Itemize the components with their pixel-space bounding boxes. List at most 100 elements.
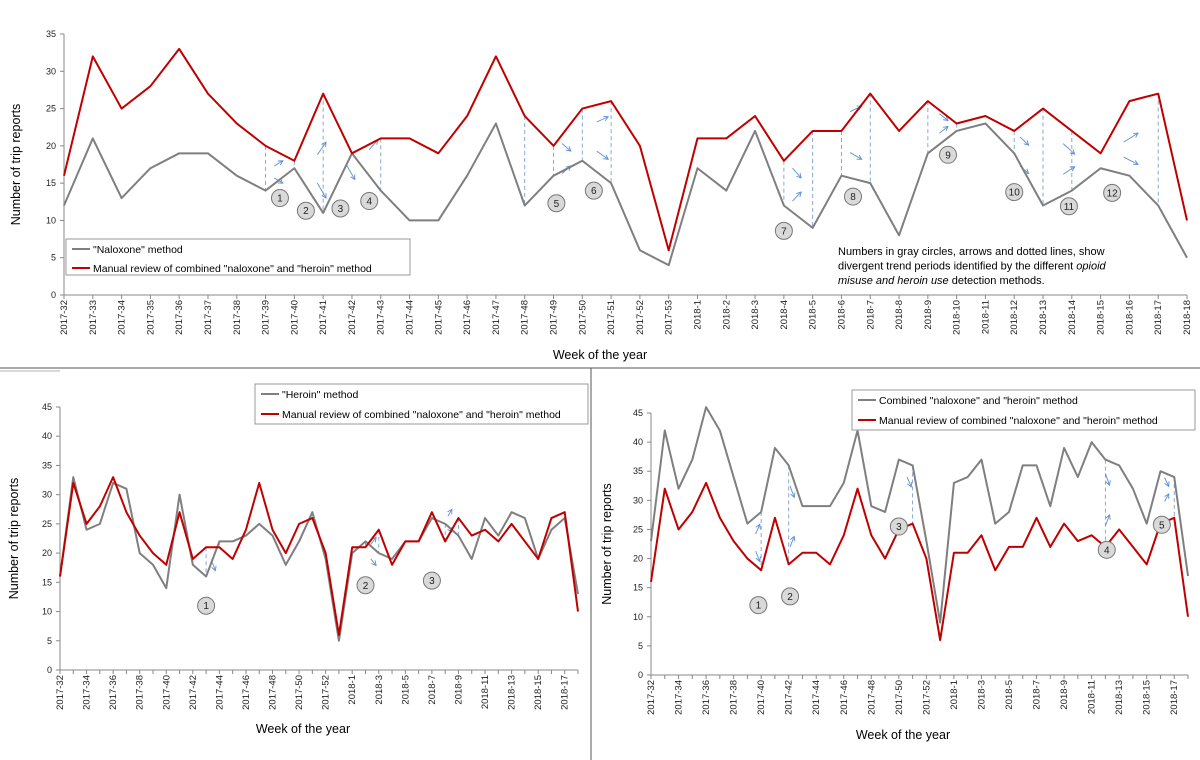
trend-arrow-head	[1105, 480, 1111, 487]
x-tick-label: 2017-32	[646, 680, 657, 715]
x-tick-label: 2018-5	[808, 300, 819, 330]
x-tick-label: 2018-13	[507, 675, 518, 710]
x-tick-label: 2017-38	[232, 300, 243, 335]
period-marker-label: 11	[1064, 202, 1075, 213]
series-line-method	[650, 406, 1189, 624]
x-tick-label: 2018-8	[894, 300, 905, 330]
trend-arrow-shaft	[789, 536, 795, 548]
y-tick-label: 35	[633, 466, 643, 476]
trend-arrow-shaft	[317, 141, 327, 156]
trend-arrow-head	[321, 193, 327, 199]
trend-arrow-shaft	[1019, 136, 1029, 146]
x-tick-label: 2018-10	[952, 300, 963, 335]
y-tick-label: 40	[633, 437, 643, 447]
period-marker-label: 5	[1159, 520, 1165, 531]
x-tick-label: 2017-42	[188, 675, 199, 710]
y-axis-title: Number of trip reports	[7, 478, 21, 600]
trend-arrow-shaft	[1164, 493, 1170, 502]
period-marker-circle	[1097, 540, 1116, 559]
trend-arrow-shaft	[939, 113, 949, 121]
x-tick-label: 2017-34	[82, 675, 93, 710]
x-tick-label: 2017-47	[491, 300, 502, 335]
trend-arrow-shaft	[596, 150, 609, 160]
y-tick-label: 0	[638, 670, 643, 680]
x-tick-label: 2017-34	[674, 680, 685, 715]
x-tick-label: 2018-2	[721, 300, 732, 330]
x-tick-label: 2017-53	[664, 300, 675, 335]
note-line-3-italic: misuse and heroin use	[838, 275, 949, 287]
y-tick-label: 40	[42, 431, 52, 441]
x-tick-label: 2017-50	[577, 300, 588, 335]
x-tick-label: 2017-40	[161, 675, 172, 710]
y-tick-label: 20	[633, 554, 643, 564]
period-marker-circle	[1059, 197, 1078, 216]
period-marker-circle	[843, 187, 862, 206]
legend-label: Manual review of combined "naloxone" and…	[879, 415, 1158, 427]
x-tick-label: 2018-7	[427, 675, 438, 705]
x-tick-label: 2017-36	[701, 680, 712, 715]
x-tick-label: 2018-3	[750, 300, 761, 330]
trend-arrow-head	[796, 172, 802, 179]
trend-arrow-head	[1164, 481, 1170, 488]
y-tick-label: 15	[46, 178, 56, 188]
x-tick-label: 2018-15	[1142, 680, 1153, 715]
period-marker-label: 7	[781, 226, 787, 237]
trend-arrow-head	[755, 523, 761, 530]
trend-arrow-head	[790, 535, 796, 542]
x-tick-label: 2017-36	[108, 675, 119, 710]
x-tick-label: 2018-14	[1067, 300, 1078, 335]
y-tick-label: 35	[42, 460, 52, 470]
trend-arrow-shaft	[1104, 514, 1110, 527]
note-line-3-rest: detection methods.	[949, 275, 1045, 287]
x-tick-label: 2018-1	[949, 680, 960, 710]
series-line-manual-review	[59, 476, 579, 636]
period-marker-label: 2	[303, 206, 309, 217]
period-marker-circle	[270, 189, 289, 208]
trend-arrow-head	[1164, 493, 1170, 499]
x-tick-label: 2018-15	[1096, 300, 1107, 335]
y-tick-label: 45	[42, 402, 52, 412]
x-tick-label: 2017-46	[839, 680, 850, 715]
trend-arrow-head	[371, 560, 377, 567]
trend-arrow-head	[796, 191, 802, 198]
x-tick-label: 2017-45	[433, 300, 444, 335]
x-tick-label: 2018-17	[1153, 300, 1164, 335]
trend-arrow-head	[1069, 149, 1076, 155]
y-axis-title: Number of trip reports	[600, 483, 614, 605]
trend-arrow-head	[565, 146, 572, 152]
x-axis-title: Week of the year	[856, 728, 950, 742]
y-tick-label: 25	[633, 524, 643, 534]
legend-box	[65, 238, 411, 276]
period-marker-circle	[584, 181, 603, 200]
trend-arrow-head	[942, 115, 949, 122]
x-tick-label: 2017-38	[135, 675, 146, 710]
trend-arrow-head	[755, 556, 761, 563]
period-marker-circle	[296, 201, 315, 220]
x-tick-label: 2018-5	[400, 675, 411, 705]
period-marker-circle	[749, 596, 768, 615]
y-tick-label: 5	[51, 253, 56, 263]
period-marker-label: 12	[1107, 188, 1119, 199]
period-marker-circle	[360, 192, 379, 211]
period-marker-label: 10	[1009, 188, 1021, 199]
trend-arrow-shaft	[1123, 132, 1139, 143]
trend-arrow-head	[1105, 514, 1111, 520]
x-tick-label: 2017-48	[866, 680, 877, 715]
trend-arrow-shaft	[596, 116, 609, 123]
x-tick-label: 2018-11	[1087, 680, 1098, 714]
trend-arrow-head	[907, 481, 913, 488]
trend-arrow-shaft	[370, 537, 377, 545]
y-tick-label: 15	[42, 577, 52, 587]
x-tick-label: 2017-51	[606, 300, 617, 335]
period-marker-circle	[1152, 515, 1171, 534]
x-tick-label: 2018-6	[836, 300, 847, 330]
period-marker-label: 2	[787, 592, 793, 603]
x-tick-label: 2017-48	[268, 675, 279, 710]
series-line-method	[63, 122, 1188, 267]
legend-label: Manual review of combined "naloxone" and…	[93, 263, 372, 275]
trend-arrow-shaft	[755, 550, 761, 562]
period-marker-circle	[781, 587, 800, 606]
x-tick-label: 2017-46	[462, 300, 473, 335]
heroin-chart: 0 5 10 15 20 25 30 35 40 45 2017-32 2017-34 2017-36 2…	[7, 383, 589, 736]
